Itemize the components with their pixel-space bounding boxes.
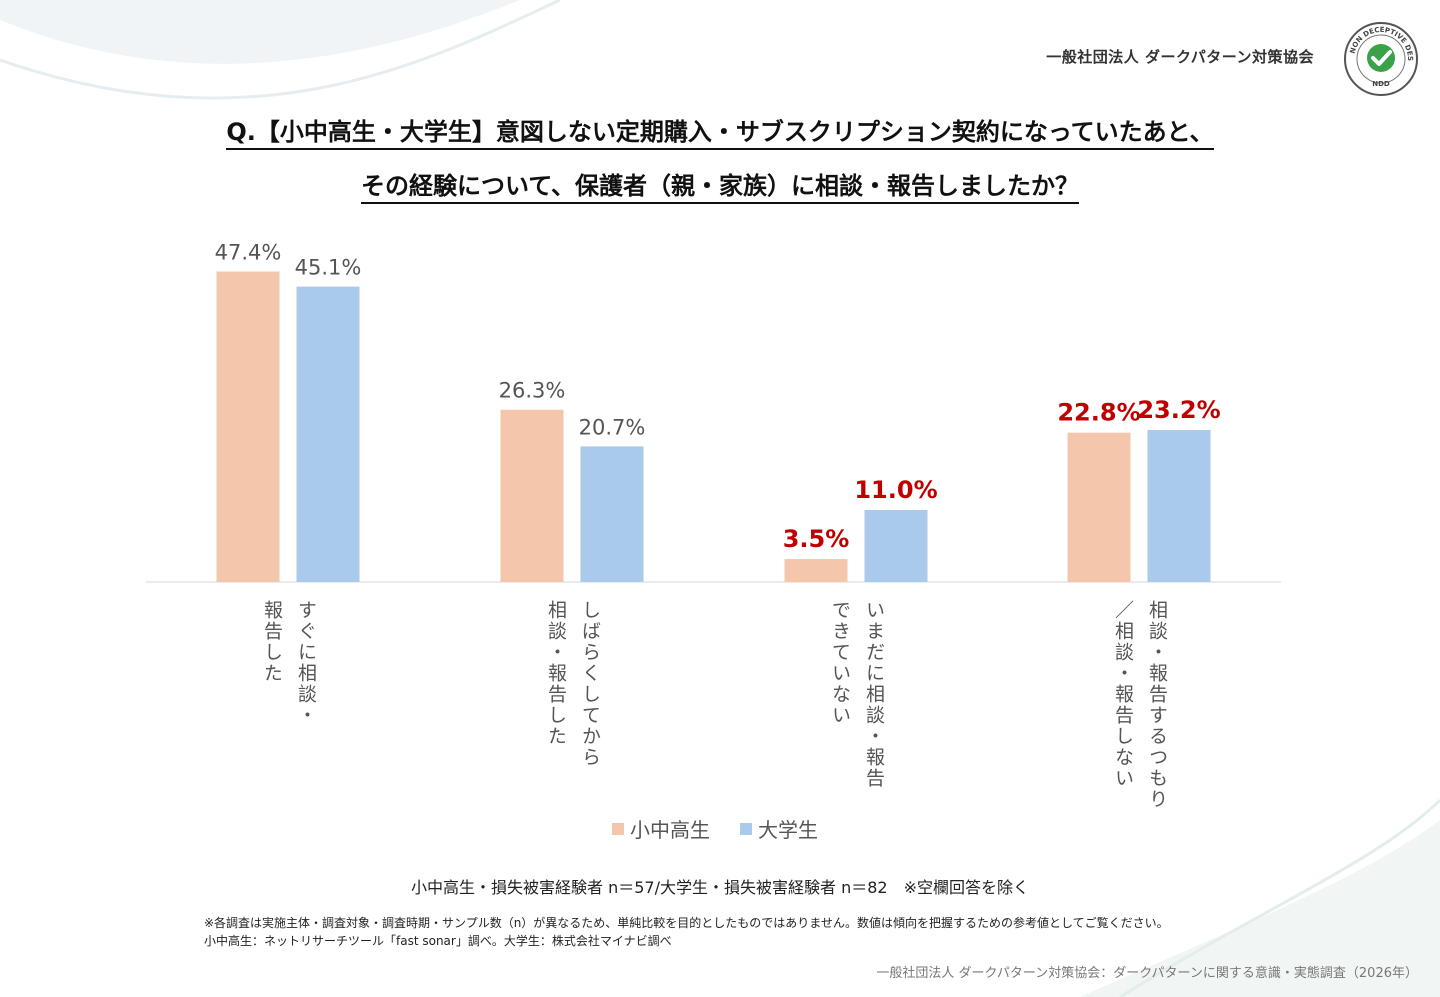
legend-swatch-university xyxy=(740,822,752,835)
category-label-1-line-1: 相談・報告した xyxy=(545,600,567,747)
data-label-university-3: 23.2% xyxy=(1137,396,1220,424)
category-label-3: 相談・報告するつもりはない ／相談・報告しない xyxy=(1112,600,1168,810)
data-label-elementary-2: 3.5% xyxy=(783,525,850,553)
category-label-2-line-1: できていない xyxy=(829,600,851,726)
bar-elementary-1 xyxy=(500,409,564,582)
footnote-sources: 小中高生：ネットリサーチツール「fast sonar」調べ。大学生：株式会社マイ… xyxy=(204,934,672,948)
svg-text:NDD: NDD xyxy=(1372,80,1390,88)
data-label-university-2: 11.0% xyxy=(854,476,937,504)
category-label-3-line-1: ／相談・報告しない xyxy=(1112,600,1134,789)
category-label-3-line-0: 相談・報告するつもりはない xyxy=(1146,600,1168,810)
data-label-university-0: 45.1% xyxy=(295,256,362,280)
bar-chart: 47.4%45.1%すぐに相談・報告した26.3%20.7%しばらくしてから相談… xyxy=(146,241,1281,810)
category-label-1-line-0: しばらくしてから xyxy=(579,600,601,768)
footnote-comparison: ※各調査は実施主体・調査対象・調査時期・サンプル数（n）が異なるため、単純比較を… xyxy=(204,916,1169,930)
category-label-2-line-0: いまだに相談・報告 xyxy=(863,600,885,789)
data-label-elementary-3: 22.8% xyxy=(1057,399,1140,427)
category-label-0-line-0: すぐに相談・ xyxy=(295,600,317,726)
legend-item-elementary: 小中高生 xyxy=(612,814,710,843)
ndd-logo-icon: NON DECEPTIVE DESIGN NDD xyxy=(1342,20,1418,96)
chart-legend: 小中高生 大学生 xyxy=(612,814,818,843)
data-label-elementary-1: 26.3% xyxy=(499,379,566,403)
legend-item-university: 大学生 xyxy=(740,814,818,843)
bar-university-1 xyxy=(580,446,644,582)
legend-label-university: 大学生 xyxy=(758,818,818,842)
question-title-line2: その経験について、保護者（親・家族）に相談・報告しましたか？ xyxy=(0,166,1440,204)
category-label-0: すぐに相談・報告した xyxy=(261,600,317,726)
sample-size-note: 小中高生・損失被害経験者 n＝57/大学生・損失被害経験者 n＝82 ※空欄回答… xyxy=(411,878,1029,897)
bar-elementary-2 xyxy=(784,559,848,582)
bar-university-3 xyxy=(1147,430,1211,582)
survey-source: 一般社団法人 ダークパターン対策協会：ダークパターンに関する意識・実態調査（20… xyxy=(876,966,1418,981)
bar-university-0 xyxy=(296,286,360,582)
legend-swatch-elementary xyxy=(612,822,624,835)
data-label-elementary-0: 47.4% xyxy=(215,241,282,265)
organization-name: 一般社団法人 ダークパターン対策協会 xyxy=(1046,48,1314,66)
question-title-line1: Q.【小中高生・大学生】意図しない定期購入・サブスクリプション契約になっていたあ… xyxy=(0,112,1440,150)
legend-label-elementary: 小中高生 xyxy=(630,818,710,842)
bar-university-2 xyxy=(864,509,928,582)
bar-elementary-3 xyxy=(1067,432,1131,582)
category-label-0-line-1: 報告した xyxy=(261,600,283,684)
bar-elementary-0 xyxy=(216,271,280,582)
data-label-university-1: 20.7% xyxy=(579,415,646,439)
